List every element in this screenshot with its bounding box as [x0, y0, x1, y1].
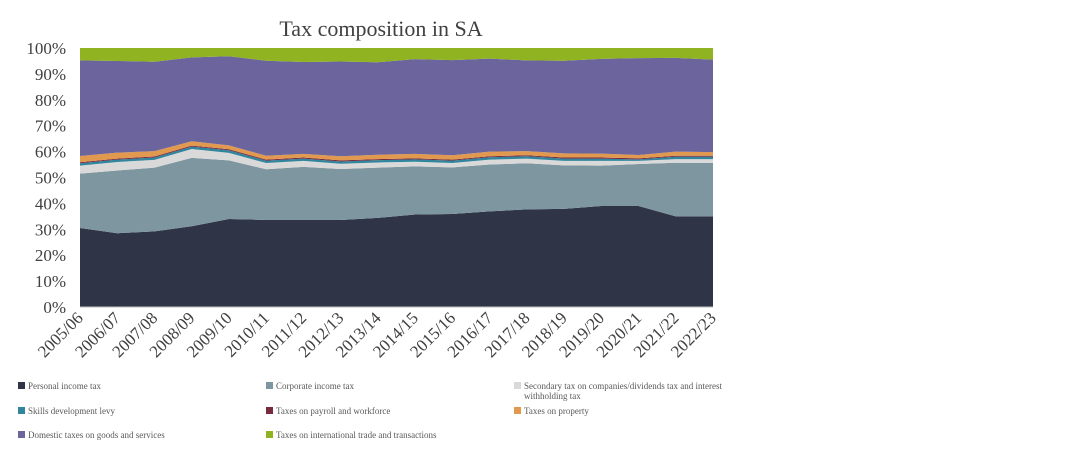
legend-item: Taxes on international trade and transac…	[266, 430, 506, 440]
y-tick-label: 50%	[35, 169, 66, 188]
stacked-areas	[80, 48, 713, 307]
y-tick-label: 70%	[35, 117, 66, 136]
legend-label: Taxes on international trade and transac…	[276, 430, 437, 440]
y-tick-label: 40%	[35, 194, 66, 213]
legend-item: Domestic taxes on goods and services	[18, 430, 258, 440]
area-series-8	[80, 48, 713, 63]
x-axis: 2005/062006/072007/082008/092009/102010/…	[34, 306, 720, 361]
legend-label: Personal income tax	[28, 381, 101, 391]
legend-label: Corporate income tax	[276, 381, 354, 391]
legend-label: Skills development levy	[28, 406, 115, 416]
y-axis: 0% 10% 20% 30% 40% 50% 60% 70% 80% 90% 100%	[26, 39, 66, 317]
area-series-5	[80, 145, 713, 164]
legend: Personal income tax Corporate income tax S…	[18, 381, 758, 447]
legend-item: Personal income tax	[18, 381, 258, 391]
y-tick-label: 60%	[35, 143, 66, 162]
y-tick-label: 100%	[26, 39, 66, 58]
legend-swatch	[18, 431, 25, 438]
legend-label: Domestic taxes on goods and services	[28, 430, 165, 440]
y-tick-label: 80%	[35, 91, 66, 110]
legend-item: Taxes on payroll and workforce	[266, 406, 506, 416]
legend-item: Taxes on property	[514, 406, 754, 416]
legend-item: Corporate income tax	[266, 381, 506, 391]
y-tick-label: 90%	[35, 65, 66, 84]
legend-item: Secondary tax on companies/dividends tax…	[514, 381, 754, 401]
y-tick-label: 10%	[35, 272, 66, 291]
y-tick-label: 30%	[35, 220, 66, 239]
legend-label: Taxes on payroll and workforce	[276, 406, 391, 416]
area-series-4	[80, 146, 713, 166]
area-series-7	[80, 56, 713, 157]
legend-swatch	[266, 407, 273, 414]
area-series-3	[80, 149, 713, 174]
y-tick-label: 0%	[43, 298, 66, 317]
chart-title: Tax composition in SA	[279, 16, 482, 41]
legend-swatch	[18, 382, 25, 389]
legend-swatch	[18, 407, 25, 414]
legend-swatch	[514, 407, 521, 414]
area-series-2	[80, 157, 713, 234]
legend-item: Skills development levy	[18, 406, 258, 416]
legend-swatch	[266, 431, 273, 438]
area-series-1	[80, 205, 713, 307]
legend-label: Taxes on property	[524, 406, 589, 416]
y-tick-label: 20%	[35, 246, 66, 265]
legend-swatch	[514, 382, 521, 389]
legend-swatch	[266, 382, 273, 389]
legend-label: Secondary tax on companies/dividends tax…	[524, 381, 722, 401]
area-series-6	[80, 141, 713, 163]
